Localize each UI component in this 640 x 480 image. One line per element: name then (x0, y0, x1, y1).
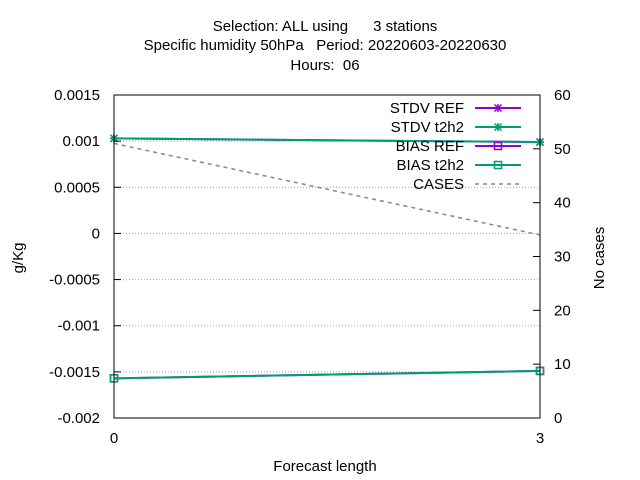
y-axis-label: g/Kg (10, 243, 27, 274)
y-tick-label: -0.001 (57, 318, 100, 335)
y2-tick-label: 30 (554, 249, 571, 266)
grid-lines (114, 140, 540, 373)
legend-marker-stdv-ref (493, 103, 503, 113)
legend: STDV REF STDV t2h2 BIAS REF BIAS t2h2 CASES (390, 100, 521, 193)
y2-tick-label: 50 (554, 141, 571, 158)
legend-label-stdv-ref: STDV REF (390, 100, 464, 117)
y-tick-label: -0.0015 (49, 364, 100, 381)
chart-title-line-3: Hours: 06 (290, 57, 360, 74)
x-axis-label: Forecast length (273, 458, 376, 475)
chart-title-line-1: Selection: ALL using 3 stations (212, 18, 438, 35)
legend-marker-bias-ref (493, 141, 503, 151)
chart-title-line-2: Specific humidity 50hPa Period: 20220603… (143, 37, 507, 54)
series-line-stdv-t2h2 (113, 137, 541, 144)
y-tick-label: 0.0015 (54, 87, 100, 104)
y2-axis-label: No cases (591, 227, 608, 290)
x-tick-label: 3 (536, 430, 544, 447)
y-tick-label: 0.0005 (54, 179, 100, 196)
legend-label-stdv-t2h2: STDV t2h2 (391, 119, 464, 136)
legend-marker-bias-t2h2 (493, 160, 503, 170)
y-tick-label: 0 (92, 225, 100, 242)
legend-label-bias-ref: BIAS REF (396, 138, 464, 155)
y2-tick-label: 10 (554, 356, 571, 373)
legend-marker-stdv-t2h2 (493, 122, 503, 132)
series-layer (109, 134, 545, 383)
series-line-bias-t2h2 (113, 369, 541, 380)
y2-tick-label: 0 (554, 410, 562, 427)
legend-label-cases: CASES (413, 176, 464, 193)
y-tick-label: -0.0005 (49, 272, 100, 289)
y2-tick-label: 20 (554, 302, 571, 319)
y2-tick-label: 40 (554, 195, 571, 212)
series-line-cases (113, 142, 541, 236)
legend-label-bias-t2h2: BIAS t2h2 (396, 157, 464, 174)
y2-tick-label: 60 (554, 87, 571, 104)
axis-ticks: 0.0015 0.001 0.0005 0 -0.0005 -0.001 -0.0015 -0… (49, 87, 571, 447)
y-tick-label: 0.001 (62, 133, 100, 150)
x-tick-label: 0 (110, 430, 118, 447)
plot-frame (113, 94, 541, 419)
y-tick-label: -0.002 (57, 410, 100, 427)
